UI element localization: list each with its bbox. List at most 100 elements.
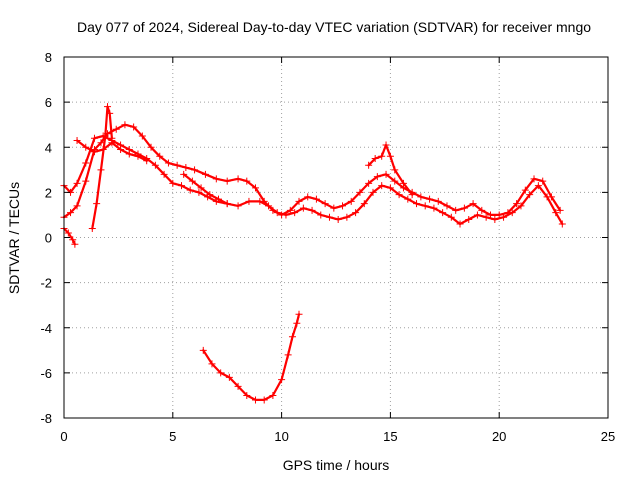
series-line: [62, 134, 564, 226]
data-point: [234, 202, 242, 210]
data-point: [88, 224, 96, 232]
data-point: [217, 369, 225, 377]
data-point: [365, 179, 373, 187]
y-tick-label: 6: [45, 95, 52, 110]
data-point: [195, 188, 203, 196]
data-point: [556, 206, 564, 214]
data-point: [443, 202, 451, 210]
axis-ticks: 0 5 10 15 20 25 -8 -6 -4 -2 0 2 4 6 8: [40, 50, 615, 444]
data-point: [325, 213, 333, 221]
data-point: [452, 206, 460, 214]
data-point: [321, 200, 329, 208]
data-point: [151, 161, 159, 169]
data-point: [404, 195, 412, 203]
data-point: [178, 182, 186, 190]
data-point: [243, 391, 251, 399]
data-point: [243, 177, 251, 185]
data-point: [251, 184, 259, 192]
data-point: [223, 177, 231, 185]
data-point: [164, 159, 172, 167]
data-point: [71, 240, 79, 248]
data-point: [273, 209, 281, 217]
data-point: [382, 170, 390, 178]
series-track-8: [365, 141, 416, 199]
data-point: [478, 206, 486, 214]
data-point: [223, 200, 231, 208]
data-point: [67, 209, 75, 217]
data-point: [108, 139, 116, 147]
data-point: [214, 195, 222, 203]
data-point: [147, 143, 155, 151]
y-tick-label: 2: [45, 185, 52, 200]
grid: [64, 57, 608, 418]
data-point: [169, 179, 177, 187]
data-point: [365, 161, 373, 169]
series-line: [182, 173, 229, 205]
data-point: [82, 143, 90, 151]
data-point: [552, 209, 560, 217]
data-point: [456, 220, 464, 228]
data-point: [143, 157, 151, 165]
x-tick-label: 10: [274, 429, 288, 444]
data-point: [64, 229, 72, 237]
data-point: [97, 139, 105, 147]
data-point: [391, 166, 399, 174]
series-track-4: [88, 103, 116, 232]
series-track-1: [60, 121, 564, 221]
data-point: [251, 396, 259, 404]
data-point: [447, 213, 455, 221]
data-point: [543, 193, 551, 201]
data-point: [482, 213, 490, 221]
data-point: [513, 200, 521, 208]
data-point: [517, 202, 525, 210]
series-track-7: [199, 310, 303, 404]
data-point: [180, 170, 188, 178]
data-point: [212, 175, 220, 183]
data-point: [182, 164, 190, 172]
chart-title: Day 077 of 2024, Sidereal Day-to-day VTE…: [77, 19, 591, 35]
data-point: [112, 125, 120, 133]
data-point: [530, 175, 538, 183]
data-point: [73, 179, 81, 187]
y-tick-label: 0: [45, 231, 52, 246]
data-point: [225, 373, 233, 381]
x-tick-label: 15: [383, 429, 397, 444]
data-point: [293, 319, 301, 327]
data-point: [399, 179, 407, 187]
data-point: [125, 150, 133, 158]
data-point: [386, 184, 394, 192]
data-point: [521, 186, 529, 194]
data-point: [439, 209, 447, 217]
data-point: [234, 382, 242, 390]
data-point: [160, 170, 168, 178]
series-line: [91, 105, 114, 230]
data-point: [460, 204, 468, 212]
data-point: [117, 146, 125, 154]
data-point: [288, 333, 296, 341]
data-point: [188, 177, 196, 185]
data-point: [408, 191, 416, 199]
data-point: [421, 202, 429, 210]
data-point: [265, 202, 273, 210]
series-track-3: [60, 224, 79, 248]
data-point: [352, 209, 360, 217]
data-point: [334, 215, 342, 223]
data-point: [245, 197, 253, 205]
x-axis-label: GPS time / hours: [283, 457, 390, 473]
data-point: [73, 136, 81, 144]
y-tick-label: 8: [45, 50, 52, 65]
data-point: [391, 177, 399, 185]
data-point: [304, 193, 312, 201]
data-point: [104, 103, 112, 111]
data-point: [173, 161, 181, 169]
data-point: [558, 220, 566, 228]
data-point: [206, 191, 214, 199]
y-tick-label: 4: [45, 140, 52, 155]
data-point: [343, 213, 351, 221]
x-tick-label: 0: [60, 429, 67, 444]
data-point: [90, 134, 98, 142]
data-point: [465, 215, 473, 223]
y-tick-label: -4: [40, 321, 52, 336]
data-point: [256, 197, 264, 205]
data-point: [299, 204, 307, 212]
